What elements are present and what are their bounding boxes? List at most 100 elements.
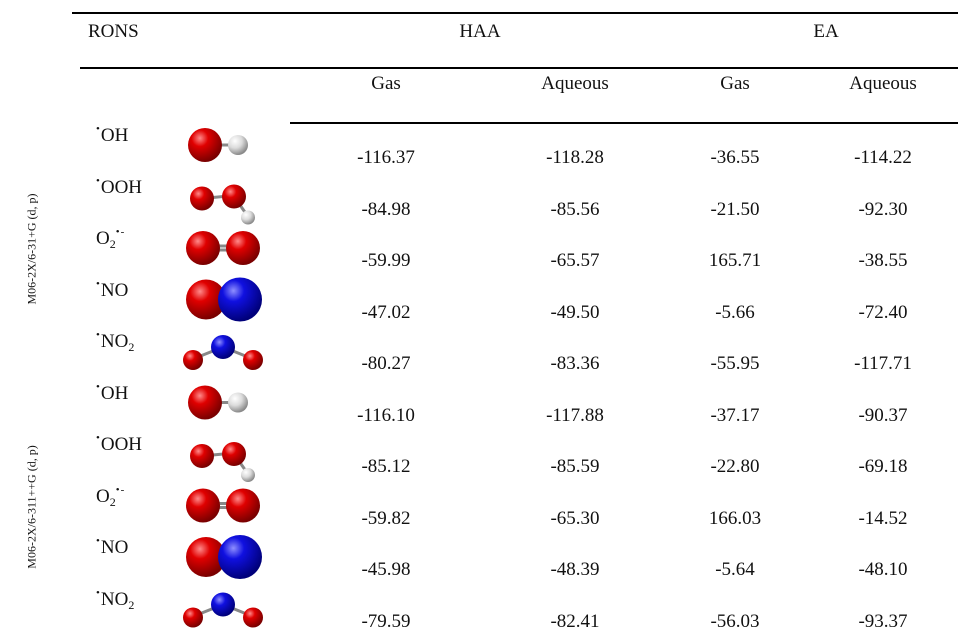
species-text: NO [101,589,128,610]
atom [228,393,248,413]
ea-header: EA [813,21,838,43]
value-cell: -85.59 [550,456,599,478]
value-cell: -92.30 [858,199,907,221]
value-cell: -5.64 [715,559,755,581]
species-text: OH [101,125,128,146]
molecules [0,0,958,636]
value-cell: -38.55 [858,250,907,272]
radical-dot: • [96,535,100,547]
mid-rule [80,67,958,69]
value-cell: -114.22 [854,147,912,169]
species-label: •NO2 [96,587,134,613]
method-label: M06-2X/6-31+G (d, p) [25,193,40,304]
species-sup: •- [116,484,126,496]
atom [228,135,248,155]
atom [188,386,222,420]
species-text: OOH [101,177,142,198]
value-cell: -83.36 [550,353,599,375]
value-cell: -65.30 [550,508,599,530]
atom [183,608,203,628]
value-cell: -5.66 [715,302,755,324]
value-cell: -90.37 [858,405,907,427]
value-cell: -65.57 [550,250,599,272]
sub-rule [290,122,958,124]
species-text: NO [101,537,128,558]
value-cell: -48.39 [550,559,599,581]
atom [218,278,262,322]
value-cell: -14.52 [858,508,907,530]
value-cell: -45.98 [361,559,410,581]
species-label: O2•- [96,484,125,510]
radical-dot: • [96,432,100,444]
value-cell: -85.56 [550,199,599,221]
atom [243,608,263,628]
species-text: O [96,228,110,249]
value-cell: -79.59 [361,611,410,633]
rons-header: RONS [88,21,139,43]
atom [186,489,220,523]
value-cell: -116.37 [357,147,415,169]
value-cell: -117.71 [854,353,912,375]
sub-header: Aqueous [849,73,917,95]
atom [211,593,235,617]
species-sub: 2 [128,598,134,612]
atom [241,468,255,482]
value-cell: -117.88 [546,405,604,427]
sub-header: Gas [720,73,750,95]
radical-dot: • [96,381,100,393]
value-cell: 165.71 [709,250,761,272]
species-label: •NO2 [96,329,134,355]
radical-dot: • [96,278,100,290]
value-cell: -56.03 [710,611,759,633]
species-label: •OH [96,123,128,147]
species-label: •OOH [96,432,142,456]
radical-dot: • [96,587,100,599]
atom [211,335,235,359]
species-text: NO [101,280,128,301]
value-cell: -55.95 [710,353,759,375]
value-cell: -59.99 [361,250,410,272]
sub-header: Gas [371,73,401,95]
species-label: O2•- [96,226,125,252]
value-cell: -80.27 [361,353,410,375]
atom [222,185,246,209]
value-cell: -36.55 [710,147,759,169]
value-cell: -37.17 [710,405,759,427]
species-label: •NO [96,278,128,302]
method-label: M06-2X/6-311++G (d, p) [25,445,40,568]
value-cell: 166.03 [709,508,761,530]
top-rule [72,12,958,14]
species-text: NO [101,331,128,352]
value-cell: -93.37 [858,611,907,633]
radical-dot: • [96,123,100,135]
value-cell: -85.12 [361,456,410,478]
molecule-layer [183,128,263,628]
species-text: OOH [101,434,142,455]
value-cell: -59.82 [361,508,410,530]
atom [226,231,260,265]
atom [190,444,214,468]
value-cell: -49.50 [550,302,599,324]
value-cell: -82.41 [550,611,599,633]
atom [243,350,263,370]
sub-header: Aqueous [541,73,609,95]
atom [186,231,220,265]
atom [241,211,255,225]
atom [190,187,214,211]
value-cell: -72.40 [858,302,907,324]
species-sup: •- [116,226,126,238]
value-cell: -22.80 [710,456,759,478]
atom [226,489,260,523]
species-label: •OOH [96,175,142,199]
value-cell: -47.02 [361,302,410,324]
atom [218,535,262,579]
species-label: •NO [96,535,128,559]
radical-dot: • [96,329,100,341]
value-cell: -69.18 [858,456,907,478]
species-sub: 2 [128,340,134,354]
value-cell: -84.98 [361,199,410,221]
value-cell: -21.50 [710,199,759,221]
species-sub: 2 [110,237,116,251]
value-cell: -48.10 [858,559,907,581]
species-text: OH [101,383,128,404]
